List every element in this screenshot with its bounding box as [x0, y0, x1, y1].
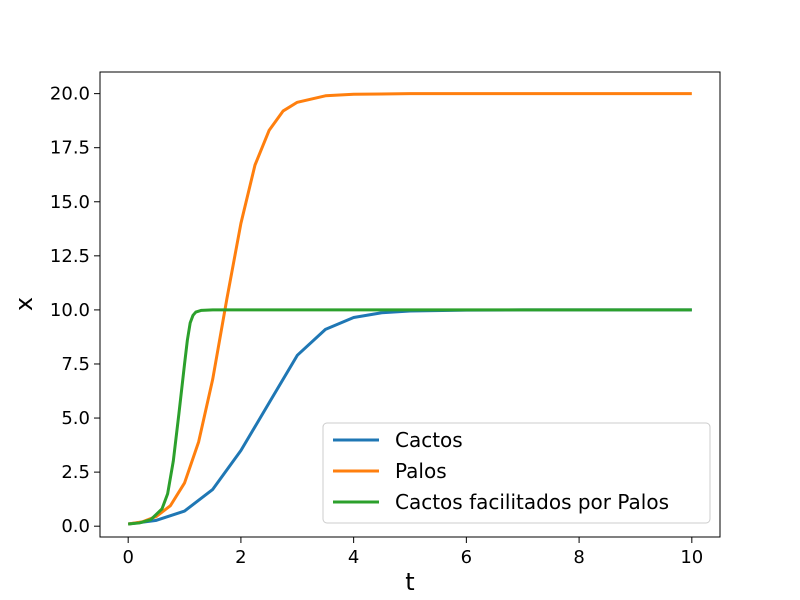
- y-tick-label: 12.5: [50, 246, 90, 267]
- y-tick-label: 2.5: [61, 462, 90, 483]
- series-layer: [127, 92, 692, 526]
- y-tick-label: 15.0: [50, 192, 90, 213]
- plot-frame: [99, 71, 721, 538]
- x-axis-label: t: [405, 568, 414, 596]
- legend: Cactos Palos Cactos facilitados por Palos: [322, 422, 711, 524]
- y-tick-label: 17.5: [50, 138, 90, 159]
- x-tick-label: 6: [461, 547, 472, 568]
- x-tick-label: 2: [235, 547, 246, 568]
- y-tick-label: 10.0: [50, 300, 90, 321]
- legend-box: [322, 422, 711, 524]
- series-line-3: [128, 308, 692, 526]
- y-tick-label: 20.0: [50, 84, 90, 105]
- x-axis: 0 2 4 6 8 10: [122, 537, 703, 568]
- legend-label-2: Palos: [395, 459, 447, 483]
- y-tick-label: 0.0: [61, 516, 90, 537]
- y-tick-label: 7.5: [61, 354, 90, 375]
- y-axis-label: x: [10, 297, 38, 311]
- x-tick-label: 4: [348, 547, 359, 568]
- x-tick-label: 0: [122, 547, 133, 568]
- y-tick-label: 5.0: [61, 408, 90, 429]
- series-line-2: [127, 92, 692, 526]
- x-tick-label: 10: [680, 547, 703, 568]
- y-axis: 0.0 2.5 5.0 7.5 10.0 12.5 15.0 17.5 20.0: [50, 84, 100, 537]
- legend-label-1: Cactos: [395, 428, 463, 452]
- x-tick-label: 8: [573, 547, 584, 568]
- legend-label-3: Cactos facilitados por Palos: [395, 490, 669, 514]
